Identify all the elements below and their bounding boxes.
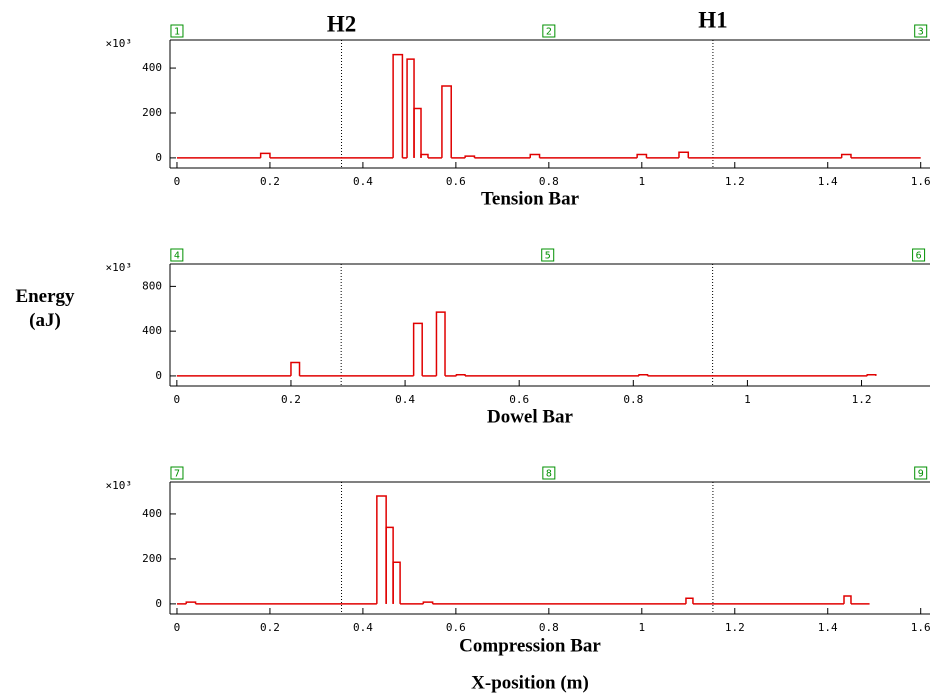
x-tick-label: 1.2 [725, 175, 745, 188]
chart-title: Dowel Bar [487, 406, 574, 427]
sensor-label: 4 [174, 251, 180, 262]
sensor-box [914, 466, 928, 480]
x-tick-label: 0.2 [281, 393, 301, 406]
sensor-label: 2 [546, 27, 552, 38]
y-tick-label: 200 [142, 552, 162, 565]
x-tick-label: 1.6 [911, 175, 931, 188]
histogram-bar [455, 374, 466, 376]
y-tick-label: 0 [155, 151, 162, 164]
x-tick-label: 1.6 [911, 621, 931, 634]
x-tick-label: 0 [174, 621, 181, 634]
histogram-bar [392, 561, 401, 604]
histogram-bar [185, 601, 197, 604]
x-tick-label: 0.2 [260, 621, 280, 634]
sensor-label: 3 [918, 27, 924, 38]
y-tick-label: 200 [142, 106, 162, 119]
histogram-bar [843, 595, 852, 604]
histogram-bar [678, 151, 690, 158]
x-tick-label: 1.2 [725, 621, 745, 634]
sensor-label: 6 [916, 251, 922, 262]
sensor-label: 8 [546, 469, 552, 480]
x-tick-label: 0.6 [509, 393, 529, 406]
y-scale-label: ×10³ [106, 479, 133, 492]
histogram-bar [413, 107, 422, 158]
y-tick-label: 0 [155, 369, 162, 382]
x-tick-label: 1 [744, 393, 751, 406]
x-tick-label: 1.4 [818, 175, 838, 188]
histogram-bar [441, 85, 452, 158]
histogram-bar [638, 374, 649, 376]
histogram-bar [840, 153, 852, 158]
x-tick-label: 0 [174, 175, 181, 188]
reference-label: H2 [327, 11, 356, 36]
sensor-box [542, 24, 556, 38]
x-tick-label: 0.4 [353, 175, 373, 188]
sensor-box [912, 248, 926, 262]
chart-title: Tension Bar [481, 188, 580, 209]
sensor-label: 1 [174, 27, 180, 38]
histogram-bar [412, 322, 423, 376]
x-tick-label: 1 [638, 621, 645, 634]
y-tick-label: 0 [155, 597, 162, 610]
x-tick-label: 0.6 [446, 621, 466, 634]
histogram-bar [636, 153, 648, 158]
sensor-label: 5 [545, 251, 551, 262]
y-tick-label: 400 [142, 61, 162, 74]
x-tick-label: 1.2 [852, 393, 872, 406]
y-tick-label: 400 [142, 324, 162, 337]
histogram-bar [406, 58, 415, 158]
x-tick-label: 0.6 [446, 175, 466, 188]
chart-title: Compression Bar [459, 635, 601, 656]
histogram-bar [392, 53, 404, 158]
histogram-bar [385, 526, 394, 604]
histogram-bar [464, 155, 476, 158]
y-scale-label: ×10³ [106, 37, 133, 50]
y-tick-label: 400 [142, 507, 162, 520]
reference-label: H1 [698, 7, 727, 32]
x-tick-label: 0.8 [539, 621, 559, 634]
x-tick-label: 0.2 [260, 175, 280, 188]
sensor-label: 7 [174, 469, 180, 480]
histogram-bar [529, 153, 541, 158]
x-tick-label: 0.8 [623, 393, 643, 406]
sensor-label: 9 [918, 469, 924, 480]
x-tick-label: 0.8 [539, 175, 559, 188]
sensor-box [170, 248, 184, 262]
sensor-box [170, 24, 184, 38]
histogram-bar [290, 361, 301, 376]
x-axis-label: X-position (m) [471, 672, 589, 693]
histogram-bar [422, 601, 434, 604]
x-tick-label: 1 [638, 175, 645, 188]
histogram-bar [866, 374, 877, 376]
y-axis-label: Energy (aJ) [15, 286, 75, 331]
x-tick-label: 0 [174, 393, 181, 406]
x-tick-label: 1.4 [818, 621, 838, 634]
histogram-bar [376, 495, 387, 604]
histogram-bar [685, 597, 694, 604]
sensor-box [914, 24, 928, 38]
y-tick-label: 800 [142, 279, 162, 292]
x-tick-label: 0.4 [395, 393, 415, 406]
sensor-box [541, 248, 555, 262]
sensor-box [542, 466, 556, 480]
sensor-box [170, 466, 184, 480]
histogram-bar [420, 153, 429, 158]
y-scale-label: ×10³ [106, 261, 133, 274]
x-tick-label: 0.4 [353, 621, 373, 634]
histogram-bar [259, 152, 271, 158]
histogram-bar [435, 311, 446, 376]
